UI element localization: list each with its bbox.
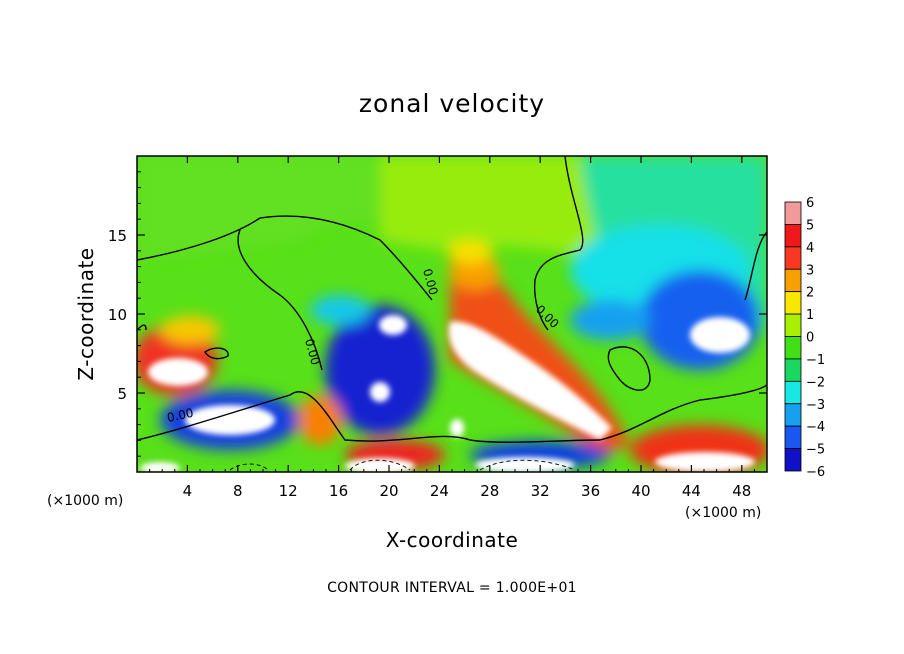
left-low-white-core xyxy=(185,405,275,435)
colorbar-label: −4 xyxy=(806,420,825,435)
colorbar-label: −5 xyxy=(806,443,825,458)
colorbar-swatch xyxy=(784,448,802,472)
y-tick-label: 15 xyxy=(108,227,127,245)
colorbar-label: 3 xyxy=(806,263,814,278)
colorbar-swatch xyxy=(784,224,802,248)
contour-negative-3 xyxy=(349,459,411,471)
upper-right-white-core xyxy=(690,317,750,353)
colorbar-label: −1 xyxy=(806,353,825,368)
y-axis-label: Z-coordinate xyxy=(74,247,98,380)
contour-negative-2 xyxy=(229,463,269,471)
x-tick-label: 32 xyxy=(531,482,550,500)
contour-zero-upper xyxy=(137,215,433,301)
contour-zero-right xyxy=(533,156,584,331)
x-tick-label: 28 xyxy=(480,482,499,500)
x-tick-label: 24 xyxy=(430,482,449,500)
x-axis-label: X-coordinate xyxy=(386,528,519,552)
colorbar-label: 2 xyxy=(806,286,814,301)
low-orange xyxy=(298,395,342,445)
contour-label: 0.00 xyxy=(420,267,440,296)
colorbar-swatch xyxy=(784,246,802,270)
field-cores xyxy=(140,315,755,472)
contour-left-edge xyxy=(137,324,147,331)
contour-label: 0.00 xyxy=(166,406,195,425)
colorbar-swatch xyxy=(784,403,802,427)
blue-right-2 xyxy=(570,300,650,340)
x-tick-label: 4 xyxy=(183,482,193,500)
mid-white-core-1 xyxy=(379,315,407,335)
bottom-right-white-core xyxy=(655,452,755,472)
x-tick-label: 12 xyxy=(279,482,298,500)
contour-small-loop xyxy=(204,347,229,360)
colorbar-label: 0 xyxy=(806,331,814,346)
colorbar-label: 4 xyxy=(806,241,814,256)
colorbar-swatch xyxy=(784,268,802,293)
upper-yellowgreen xyxy=(380,156,600,260)
colorbar-swatch xyxy=(784,291,802,315)
x-tick-label: 16 xyxy=(329,482,348,500)
contour-island xyxy=(607,346,651,391)
colorbar-label: 5 xyxy=(806,218,814,233)
x-axis-ticks: 4 8 12 16 20 24 28 32 36 40 44 48 xyxy=(149,156,755,500)
contour-zero-mid xyxy=(137,384,767,443)
chart-title: zonal velocity xyxy=(359,89,545,118)
left-yellow xyxy=(160,316,220,344)
x-unit-label-left: (×1000 m) xyxy=(47,493,123,509)
colorbar: 6 5 4 3 2 1 0 −1 −2 −3 −4 −5 −6 xyxy=(784,196,825,480)
colorbar-swatch xyxy=(784,336,802,360)
y-tick-label: 10 xyxy=(108,306,127,324)
heatmap-field xyxy=(137,156,767,472)
bottom-left-white-core xyxy=(345,458,415,472)
colorbar-label: −3 xyxy=(806,398,825,413)
contour-lines-dashed xyxy=(229,459,576,471)
upper-left-green xyxy=(137,156,420,260)
bottom-mid-white-core xyxy=(475,457,575,472)
colorbar-swatch xyxy=(784,201,802,225)
contour-zero-upper-left xyxy=(237,229,323,371)
colorbar-swatch xyxy=(784,380,802,405)
colorbar-label: 1 xyxy=(806,308,814,323)
small-white-core xyxy=(450,419,464,437)
x-tick-label: 20 xyxy=(379,482,398,500)
mid-blue-zone xyxy=(325,305,435,435)
contour-label: 0.00 xyxy=(302,337,322,366)
x-tick-label: 40 xyxy=(631,482,650,500)
y-axis-ticks: 5 10 15 xyxy=(108,171,767,457)
y-tick-label: 5 xyxy=(117,385,127,403)
contour-zero-far-right xyxy=(744,231,767,301)
colorbar-swatch xyxy=(784,425,802,449)
mid-cyan xyxy=(310,295,370,325)
blue-right-1 xyxy=(640,270,760,370)
colorbar-label: −6 xyxy=(806,465,825,480)
plume-white-core xyxy=(448,321,612,440)
colorbar-label: −2 xyxy=(806,375,825,390)
contour-interval-note: CONTOUR INTERVAL = 1.000E+01 xyxy=(327,580,577,596)
colorbar-swatch xyxy=(784,358,802,382)
yellow-top xyxy=(448,240,492,264)
mid-white-core-2 xyxy=(370,382,390,402)
x-unit-label-right: (×1000 m) xyxy=(685,505,761,521)
x-tick-label: 44 xyxy=(682,482,701,500)
x-tick-label: 36 xyxy=(581,482,600,500)
colorbar-label: 6 xyxy=(806,196,814,211)
contour-negative-1 xyxy=(479,459,576,471)
x-tick-label: 48 xyxy=(732,482,751,500)
colorbar-swatch xyxy=(784,313,802,337)
contour-lines xyxy=(137,156,767,443)
left-white-core xyxy=(148,358,208,386)
contour-labels: 0.00 0.00 0.00 0.00 xyxy=(166,267,562,425)
x-tick-label: 8 xyxy=(233,482,243,500)
